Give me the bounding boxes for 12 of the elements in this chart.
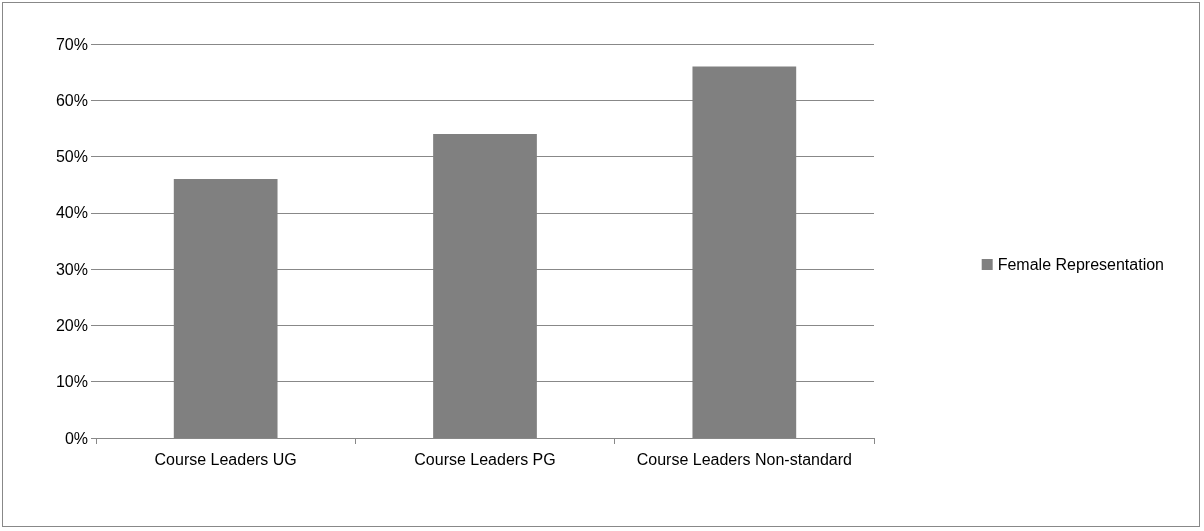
y-tick-label: 60% (55, 91, 88, 109)
y-tick-label: 20% (55, 316, 88, 334)
y-tick-label: 10% (55, 373, 88, 391)
legend-label: Female Representation (997, 256, 1164, 273)
x-tick-label: Course Leaders PG (414, 450, 556, 468)
y-tick-label: 50% (55, 148, 88, 166)
y-tick-label: 30% (55, 260, 88, 278)
y-tick-label: 40% (55, 204, 88, 222)
y-tick-label: 70% (55, 35, 88, 53)
y-tick-label: 0% (64, 429, 88, 447)
x-tick-label: Course Leaders Non-standard (636, 450, 852, 468)
x-tick-label: Course Leaders UG (154, 450, 297, 468)
